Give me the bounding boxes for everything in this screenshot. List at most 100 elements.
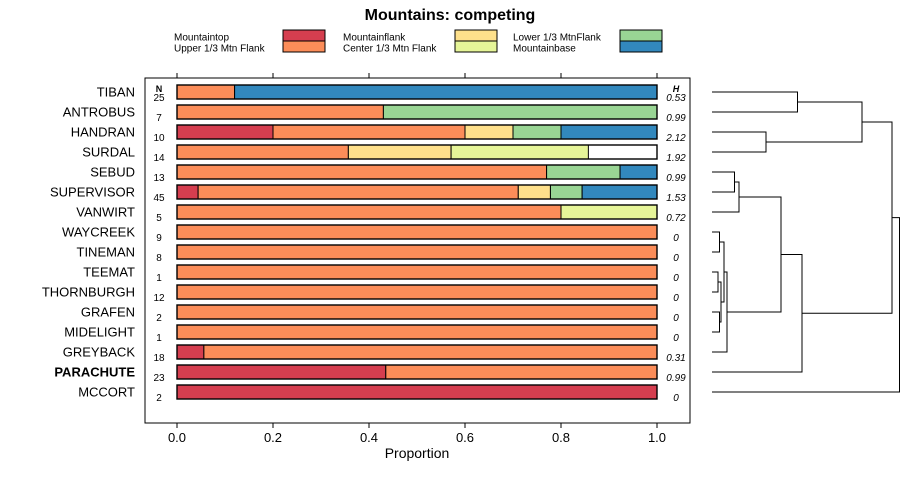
bar-segment — [549, 184, 583, 200]
n-column-header: N — [156, 84, 163, 94]
bar-outline — [176, 244, 658, 260]
bar-outline — [176, 124, 658, 140]
bar-outline — [176, 164, 658, 180]
bar-row: PARACHUTE 23 0.99 — [54, 364, 686, 384]
bar-row: GRAFEN 2 0 — [81, 304, 679, 324]
bar-outline — [176, 224, 658, 240]
h-value: 0.99 — [666, 173, 686, 184]
bar-segment — [176, 144, 349, 160]
bar-segment — [176, 264, 658, 280]
category-label: ANTROBUS — [63, 105, 136, 120]
bar-row: HANDRAN 10 2.12 — [71, 124, 686, 144]
bar-segment — [176, 184, 199, 200]
bar-segment — [619, 164, 658, 180]
h-value: 0.99 — [666, 113, 686, 124]
category-label: GRAFEN — [81, 305, 135, 320]
h-value: 0.99 — [666, 373, 686, 384]
h-value: 0.53 — [666, 93, 686, 104]
h-value: 0 — [673, 253, 679, 264]
dendrogram-branch — [712, 311, 720, 333]
x-tick-label: 0.4 — [360, 430, 378, 445]
bar-segment — [176, 304, 658, 320]
n-value: 1 — [156, 273, 162, 284]
legend-label: Center 1/3 Mtn Flank — [343, 44, 437, 55]
n-value: 8 — [156, 253, 162, 264]
n-value: 45 — [153, 193, 165, 204]
dendrogram-branch — [712, 271, 719, 293]
bar-row: ANTROBUS 7 0.99 — [63, 104, 686, 124]
x-axis-label: Proportion — [385, 445, 450, 461]
bar-row: MIDELIGHT 1 0 — [64, 324, 679, 344]
category-label: MCCORT — [78, 385, 135, 400]
bar-segment — [176, 244, 658, 260]
bar-segment — [176, 364, 387, 380]
bar-segment — [176, 224, 658, 240]
bar-segment — [517, 184, 551, 200]
h-value: 0 — [673, 393, 679, 404]
legend-swatch — [619, 29, 663, 42]
bar-outline — [176, 144, 658, 160]
bar-segment — [176, 284, 658, 300]
bar-segment — [560, 204, 658, 220]
bar-segment — [234, 84, 658, 100]
x-tick-label: 1.0 — [648, 430, 666, 445]
dendrogram-branch — [802, 121, 893, 314]
bar-outline — [176, 324, 658, 340]
n-value: 23 — [153, 373, 165, 384]
dendrogram — [712, 91, 900, 393]
chart-title: Mountains: competing — [365, 7, 536, 24]
category-label: SUPERVISOR — [50, 185, 135, 200]
category-label: PARACHUTE — [54, 365, 135, 380]
category-label: TIBAN — [97, 85, 135, 100]
bar-segment — [176, 384, 658, 400]
n-value: 13 — [153, 173, 165, 184]
bar-segment — [203, 344, 658, 360]
legend-label: Upper 1/3 Mtn Flank — [174, 44, 266, 55]
bar-row: GREYBACK 18 0.31 — [63, 344, 686, 364]
legend-swatch — [282, 40, 326, 53]
category-label: THORNBURGH — [42, 285, 135, 300]
h-value: 0 — [673, 313, 679, 324]
legend-swatch — [619, 40, 663, 53]
h-value: 0 — [673, 333, 679, 344]
n-value: 14 — [153, 153, 165, 164]
h-value: 1.92 — [666, 153, 686, 164]
bar-outline — [176, 304, 658, 320]
n-value: 25 — [153, 93, 165, 104]
dendrogram-branch — [712, 131, 767, 153]
h-value: 0.31 — [666, 353, 685, 364]
bar-row: MCCORT 2 0 — [78, 384, 679, 404]
bar-segment — [176, 204, 562, 220]
h-value: 1.53 — [666, 193, 686, 204]
bar-outline — [176, 384, 658, 400]
bar-row: SURDAL 14 1.92 — [82, 144, 686, 164]
bar-outline — [176, 184, 658, 200]
n-value: 7 — [156, 113, 162, 124]
bar-segment — [546, 164, 621, 180]
n-value: 9 — [156, 233, 162, 244]
category-label: SEBUD — [90, 165, 135, 180]
bar-row: THORNBURGH 12 0 — [42, 284, 679, 304]
legend-swatch — [454, 40, 498, 53]
legend-label: Mountaintop — [174, 33, 229, 44]
plot-frame — [144, 77, 691, 424]
x-tick-label: 0.6 — [456, 430, 474, 445]
bar-segment — [581, 184, 658, 200]
x-axis: 0.0 0.2 0.4 0.6 0.8 1.0 — [168, 73, 666, 445]
bar-segment — [512, 124, 562, 140]
h-value: 0 — [673, 273, 679, 284]
n-value: 2 — [156, 393, 162, 404]
bar-segment — [176, 104, 384, 120]
category-label: VANWIRT — [76, 205, 135, 220]
h-column-header: H — [673, 84, 680, 94]
n-value: 5 — [156, 213, 162, 224]
bar-outline — [176, 344, 658, 360]
n-value: 2 — [156, 313, 162, 324]
bar-outline — [176, 264, 658, 280]
n-value: 18 — [153, 353, 165, 364]
bar-segment — [560, 124, 658, 140]
bar-segment — [176, 124, 274, 140]
category-label: GREYBACK — [63, 345, 136, 360]
bar-segment — [450, 144, 589, 160]
